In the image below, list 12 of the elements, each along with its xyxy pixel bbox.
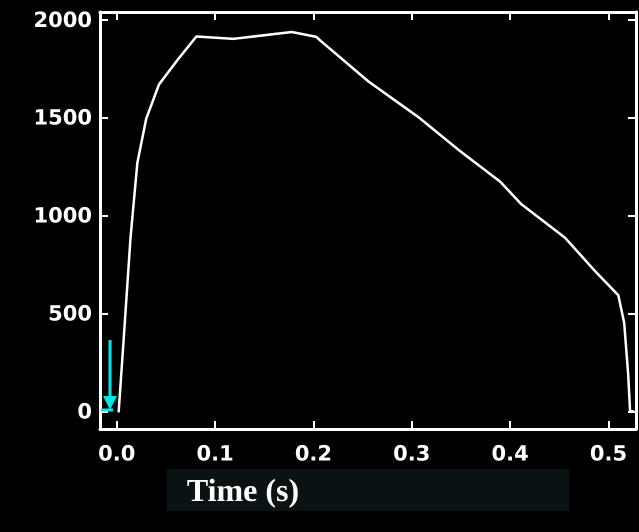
x-tick-label: 0.0 [98, 442, 136, 466]
x-axis-title: Time (s) [186, 472, 300, 508]
y-tick-label: 2000 [34, 8, 92, 32]
y-tick-label: 1000 [34, 204, 92, 228]
x-tick-label: 0.2 [294, 442, 332, 466]
y-tick-label: 500 [48, 301, 92, 326]
y-tick-label: 0 [77, 399, 92, 424]
x-tick-label: 0.4 [492, 442, 529, 466]
x-tick-label: 0.3 [393, 442, 430, 466]
x-tick-label: 0.5 [590, 442, 628, 466]
y-tick-label: 1500 [34, 106, 92, 130]
x-tick-label: 0.1 [196, 442, 234, 466]
